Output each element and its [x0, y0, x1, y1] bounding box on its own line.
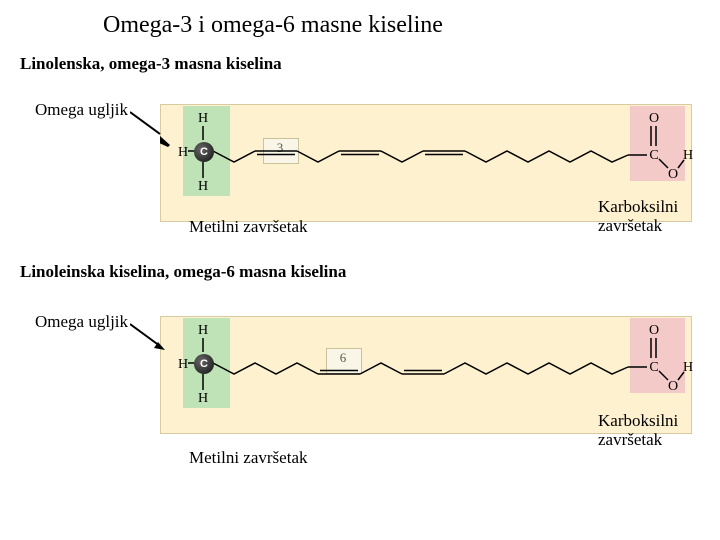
- omega6-cooh-h: H: [683, 360, 693, 375]
- omega6-cooh-c: C: [649, 360, 658, 375]
- omega3-arrow-svg: [130, 106, 175, 146]
- omega6-h-top: H: [198, 323, 208, 338]
- omega3-subtitle: Linolenska, omega-3 masna kiselina: [20, 54, 282, 74]
- omega3-cooh-o1: O: [649, 111, 659, 126]
- omega3-h-left: H: [178, 145, 188, 160]
- omega6-omega-carbon-label: Omega ugljik: [35, 312, 128, 332]
- omega6-subtitle: Linoleinska kiselina, omega-6 masna kise…: [20, 262, 346, 282]
- omega6-h-left: H: [178, 357, 188, 372]
- omega6-position-number: 6: [340, 350, 347, 365]
- omega6-cooh-o1: O: [649, 323, 659, 338]
- omega6-h-bottom: H: [198, 391, 208, 406]
- omega3-carbon-atom-icon: C: [194, 142, 214, 162]
- omega3-carbon-letter: C: [200, 146, 208, 158]
- omega6-structure-svg: H H H 6 O C O H: [160, 316, 700, 436]
- omega6-carbon-atom-icon: C: [194, 354, 214, 374]
- omega3-position-number: 3: [277, 140, 284, 155]
- omega6-cooh-o2: O: [668, 379, 678, 394]
- omega3-cooh-o2: O: [668, 167, 678, 182]
- omega3-omega-carbon-label: Omega ugljik: [35, 100, 128, 120]
- omega3-cooh-c: C: [649, 148, 658, 163]
- page-title: Omega-3 i omega-6 masne kiseline: [103, 12, 443, 39]
- omega6-arrow-svg: [130, 318, 175, 358]
- omega6-carbon-letter: C: [200, 358, 208, 370]
- omega3-h-bottom: H: [198, 179, 208, 194]
- omega3-structure-svg: H H H 3 O C O H: [160, 104, 700, 224]
- omega3-h-top: H: [198, 111, 208, 126]
- omega6-methyl-label: Metilni završetak: [189, 448, 308, 468]
- omega3-cooh-h: H: [683, 148, 693, 163]
